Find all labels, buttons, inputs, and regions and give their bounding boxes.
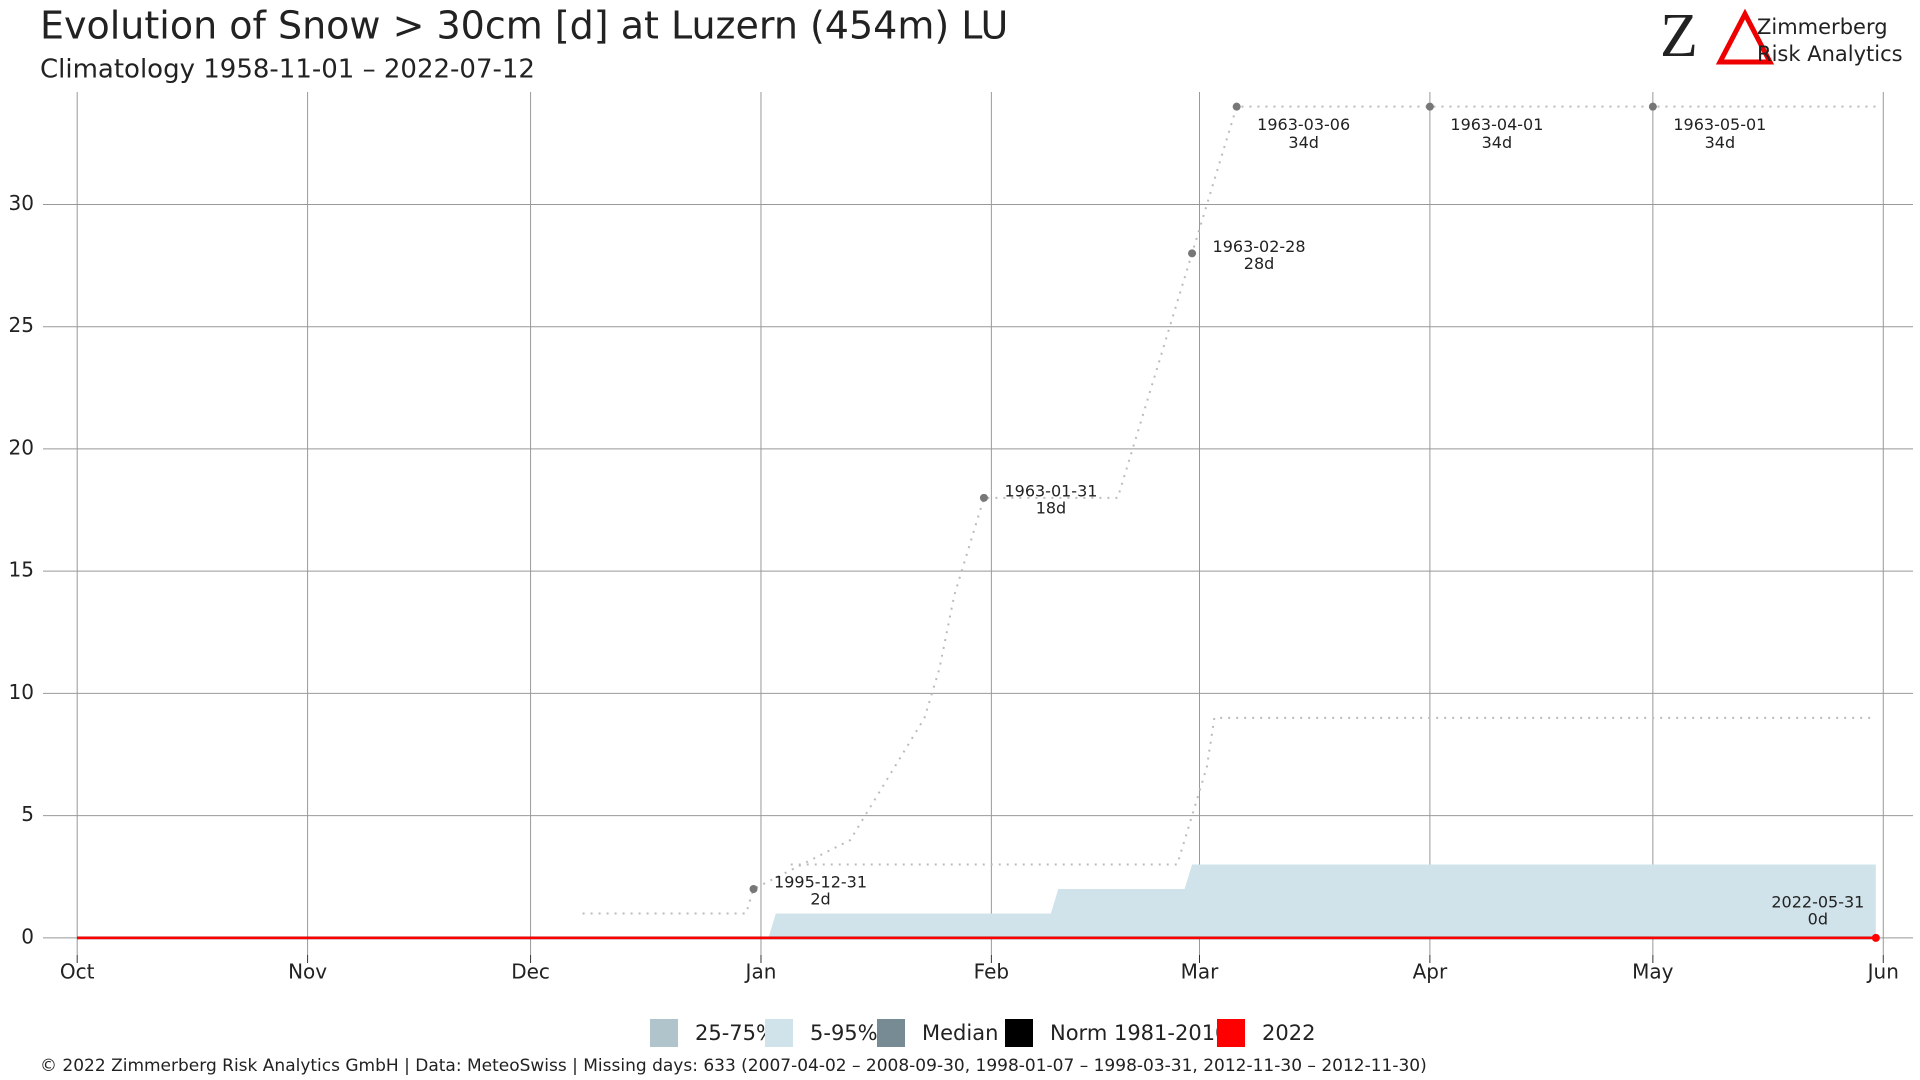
- legend-swatch: [765, 1019, 793, 1047]
- legend-swatch: [877, 1019, 905, 1047]
- legend-label: Norm 1981-2010: [1050, 1021, 1228, 1045]
- annotation-point: [1648, 102, 1657, 111]
- y-tick-label: 30: [9, 191, 34, 215]
- logo-text: Zimmerberg: [1757, 15, 1888, 39]
- annotation-point: [749, 884, 758, 893]
- x-tick-label: May: [1632, 960, 1674, 984]
- annotation-point: [1232, 102, 1241, 111]
- x-tick-label: Nov: [288, 960, 327, 984]
- logo-mark: Z: [1660, 2, 1698, 70]
- annotation-date: 1963-05-01: [1673, 115, 1766, 134]
- logo-delta: [1715, 8, 1775, 65]
- x-tick-label: Feb: [974, 960, 1009, 984]
- legend-label: Median: [922, 1021, 998, 1045]
- record-trace: [790, 716, 1876, 866]
- annotation-label: 28d: [1244, 254, 1275, 273]
- annotation-date: 1963-04-01: [1450, 115, 1543, 134]
- annotation-label: 34d: [1482, 133, 1513, 152]
- annotation-date: 1963-02-28: [1213, 237, 1306, 256]
- x-tick-label: Mar: [1181, 960, 1220, 984]
- chart-title: Evolution of Snow > 30cm [d] at Luzern (…: [40, 4, 1008, 48]
- y-tick-label: 10: [9, 680, 34, 704]
- x-tick-label: Jun: [1866, 960, 1899, 984]
- annotation-point: [979, 493, 988, 502]
- footer: © 2022 Zimmerberg Risk Analytics GmbH | …: [40, 1056, 1427, 1076]
- annotation-date: 1963-03-06: [1257, 115, 1350, 134]
- y-tick-label: 25: [9, 313, 34, 337]
- annotation-label: 18d: [1036, 498, 1067, 517]
- legend-label: 5-95%: [810, 1021, 878, 1045]
- annotation-point: [1188, 249, 1197, 258]
- legend-swatch: [650, 1019, 678, 1047]
- band-area: [768, 864, 1876, 938]
- annotation-date: 1995-12-31: [774, 872, 867, 891]
- y-tick-label: 0: [21, 924, 34, 948]
- annotation-label: 34d: [1288, 133, 1319, 152]
- x-tick-label: Jan: [744, 960, 777, 984]
- legend-label: 2022: [1262, 1021, 1315, 1045]
- annotation-point: [1871, 933, 1880, 942]
- x-tick-label: Apr: [1413, 960, 1448, 984]
- legend-swatch: [1005, 1019, 1033, 1047]
- y-tick-label: 5: [21, 802, 34, 826]
- legend-swatch: [1217, 1019, 1245, 1047]
- y-tick-label: 20: [9, 435, 34, 459]
- annotation-date: 1963-01-31: [1004, 481, 1097, 500]
- logo-text: Risk Analytics: [1757, 42, 1903, 66]
- annotation-point: [1425, 102, 1434, 111]
- annotation-label: 34d: [1705, 133, 1736, 152]
- annotation-label: 2d: [810, 889, 830, 908]
- y-tick-label: 15: [9, 558, 34, 582]
- record-trace: [582, 105, 1876, 915]
- x-tick-label: Oct: [60, 960, 95, 984]
- legend-label: 25-75%: [695, 1021, 776, 1045]
- x-tick-label: Dec: [511, 960, 550, 984]
- chart-subtitle: Climatology 1958-11-01 – 2022-07-12: [40, 55, 535, 85]
- annotation-date: 2022-05-31: [1771, 892, 1864, 911]
- annotation-label: 0d: [1808, 909, 1828, 928]
